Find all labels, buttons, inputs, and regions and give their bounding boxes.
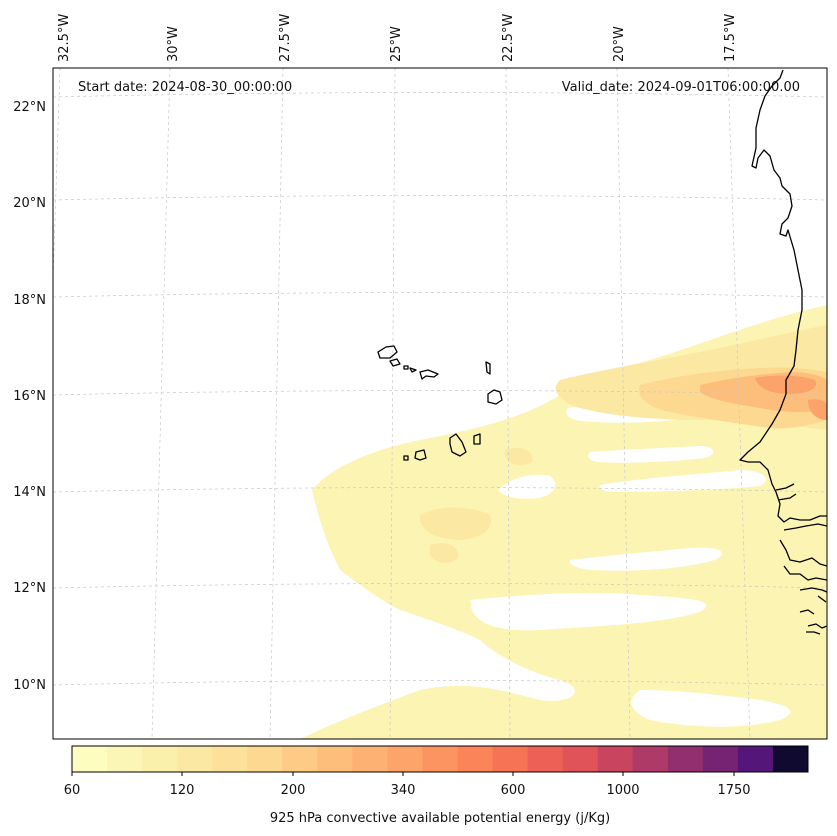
lat-label-10n: 10°N xyxy=(13,678,46,693)
map-frame xyxy=(52,67,828,740)
cape-streak-3 xyxy=(459,601,472,607)
coastlines xyxy=(377,69,827,635)
meridian-27.5w xyxy=(269,68,284,739)
parallel-14n xyxy=(53,487,827,493)
lon-label-30w: 30°W xyxy=(166,26,181,62)
latitude-labels: 22°N 20°N 18°N 16°N 14°N 12°N 10°N xyxy=(13,100,46,693)
colorbar-tick-600: 600 xyxy=(501,783,526,798)
parallel-20n xyxy=(53,195,827,201)
cape-streak-1 xyxy=(348,562,402,591)
start-date-text: Start date: 2024-08-30_00:00:00 xyxy=(78,80,292,95)
cape-streak-2 xyxy=(412,599,426,605)
lat-label-18n: 18°N xyxy=(13,293,46,308)
island-santiago xyxy=(449,433,467,457)
meridian-17.5w xyxy=(727,68,751,739)
map-panel xyxy=(53,68,827,739)
colorbar-segment xyxy=(702,746,739,772)
cape-gap-4 xyxy=(569,547,722,571)
colorbar-tick-1750: 1750 xyxy=(717,783,750,798)
colorbar-segment xyxy=(422,746,458,772)
cape-contour-80c xyxy=(430,543,459,564)
cape-gap-1 xyxy=(498,474,556,499)
cape-contour-80b xyxy=(419,507,491,540)
colorbar-segment xyxy=(457,746,493,772)
lon-label-27.5w: 27.5°W xyxy=(278,14,293,62)
colorbar-segment xyxy=(667,746,704,772)
colorbar-segment xyxy=(492,746,529,772)
colorbar-segment xyxy=(562,746,599,772)
colorbar-segment xyxy=(177,746,213,772)
lat-label-20n: 20°N xyxy=(13,196,46,211)
lon-label-25w: 25°W xyxy=(389,26,404,62)
colorbar-segment xyxy=(72,746,108,772)
parallel-18n xyxy=(53,292,827,298)
island-sao-vicente xyxy=(389,358,401,367)
parallel-12n xyxy=(53,583,827,589)
colorbar-segment xyxy=(142,746,178,772)
graticule xyxy=(53,68,827,739)
colorbar-segment xyxy=(597,746,634,772)
colorbar-label: 925 hPa convective available potential e… xyxy=(270,811,610,826)
colorbar-tick-60: 60 xyxy=(64,783,81,798)
cape-contour-80d xyxy=(505,448,533,466)
cape-contour-280b xyxy=(808,399,827,420)
colorbar-segment xyxy=(772,746,809,772)
island-maio xyxy=(473,433,481,445)
island-santa-luzia xyxy=(403,365,409,370)
cape-gap-2 xyxy=(599,470,767,492)
cape-gap-6 xyxy=(588,446,714,463)
meridian-30w xyxy=(151,68,171,739)
island-brava xyxy=(403,455,409,461)
cape-gap-3 xyxy=(470,592,707,631)
cape-field xyxy=(300,305,827,739)
cape-gap-7 xyxy=(631,690,791,727)
lon-label-22.5w: 22.5°W xyxy=(501,14,516,62)
valid-date-text: Valid_date: 2024-09-01T06:00:00.00 xyxy=(562,80,800,95)
island-fogo xyxy=(414,449,427,461)
island-sao-nicolau xyxy=(409,367,417,373)
colorbar-frame xyxy=(71,745,809,773)
meridian-22.5w xyxy=(505,68,511,739)
colorbar-segment xyxy=(387,746,423,772)
lat-label-22n: 22°N xyxy=(13,100,46,115)
colorbar-segment xyxy=(352,746,388,772)
meridian-25w xyxy=(389,68,396,739)
colorbar-tick-1000: 1000 xyxy=(606,783,639,798)
colorbar-segment xyxy=(317,746,353,772)
parallel-22n xyxy=(53,92,827,98)
colorbar-segment xyxy=(282,746,318,772)
island-sao-nicolau-east xyxy=(419,369,439,380)
lat-label-12n: 12°N xyxy=(13,581,46,596)
colorbar-tick-200: 200 xyxy=(281,783,306,798)
colorbar-segment xyxy=(632,746,669,772)
lon-label-17.5w: 17.5°W xyxy=(723,14,738,62)
colorbar-tick-120: 120 xyxy=(170,783,195,798)
colorbar-segment xyxy=(107,746,143,772)
parallel-16n xyxy=(53,390,827,396)
lon-label-32.5w: 32.5°W xyxy=(57,14,72,62)
longitude-labels: 32.5°W 30°W 27.5°W 25°W 22.5°W 20°W 17.5… xyxy=(57,14,738,62)
colorbar xyxy=(71,745,809,776)
guinea-bissau-coast xyxy=(779,539,827,635)
colorbar-segment xyxy=(212,746,248,772)
colorbar-ticks: 60 120 200 340 600 1000 1750 xyxy=(64,783,751,798)
gambia-estuary xyxy=(775,483,827,531)
lat-label-16n: 16°N xyxy=(13,389,46,404)
meridian-20w xyxy=(616,68,631,739)
island-santo-antao xyxy=(377,345,398,359)
parallel-10n xyxy=(53,680,827,686)
island-sal xyxy=(485,361,491,375)
island-boa-vista xyxy=(487,389,503,405)
colorbar-tick-340: 340 xyxy=(391,783,416,798)
colorbar-segment xyxy=(247,746,283,772)
lon-label-20w: 20°W xyxy=(612,26,627,62)
lat-label-14n: 14°N xyxy=(13,485,46,500)
colorbar-segment xyxy=(527,746,564,772)
colorbar-segment xyxy=(737,746,774,772)
west-africa-coast xyxy=(739,69,827,523)
